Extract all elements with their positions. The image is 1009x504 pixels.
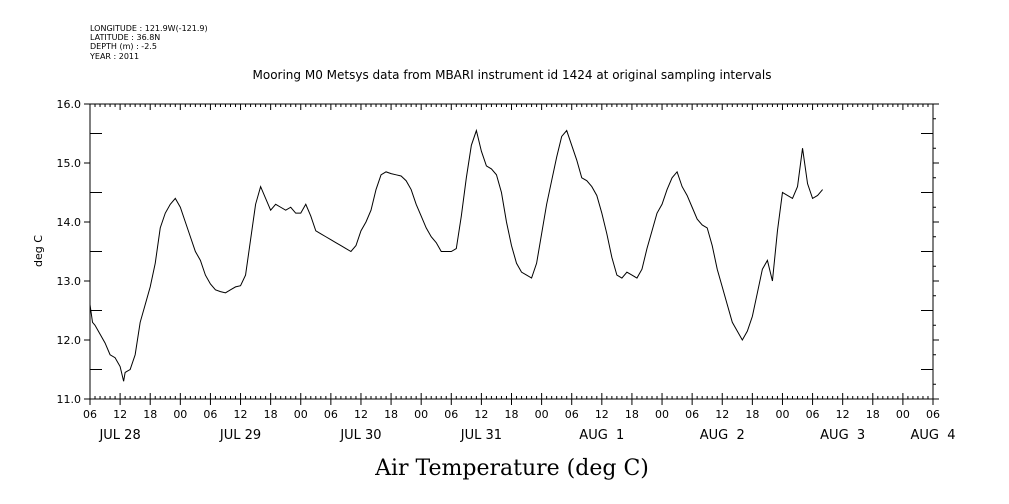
x-tick-label: 12: [354, 408, 368, 421]
air-temperature-line: [89, 128, 823, 382]
x-tick-label: 18: [264, 408, 278, 421]
x-tick-label: 18: [143, 408, 157, 421]
chart-title: Mooring M0 Metsys data from MBARI instru…: [253, 68, 772, 82]
x-tick-label: 12: [595, 408, 609, 421]
y-tick-label: 11.0: [57, 393, 82, 406]
x-tick-label: 06: [565, 408, 579, 421]
x-tick-label: 18: [384, 408, 398, 421]
x-tick-label: 06: [926, 408, 940, 421]
x-axis: 06 12 18 00 06 12 18 00 06 12 18 00 06 12 18 00 06 12 18 00…: [83, 104, 940, 421]
x-tick-label: 12: [836, 408, 850, 421]
plot-frame: [89, 103, 934, 400]
depth-label: DEPTH (m) : -2.5: [90, 42, 157, 51]
x-tick-label: 06: [83, 408, 97, 421]
x-tick-label: 00: [414, 408, 428, 421]
day-label: AUG 4: [910, 428, 955, 443]
day-label: AUG 2: [700, 428, 745, 443]
day-label: JUL 29: [219, 428, 261, 443]
x-axis-label: Air Temperature (deg C): [374, 456, 649, 481]
y-tick-label: 12.0: [57, 334, 82, 347]
x-tick-label: 06: [444, 408, 458, 421]
y-axis-label: deg C: [32, 235, 45, 267]
day-label: JUL 28: [98, 428, 140, 443]
longitude-label: LONGITUDE : 121.9W(-121.9): [90, 24, 208, 33]
x-tick-label: 18: [625, 408, 639, 421]
y-tick-label: 14.0: [57, 216, 82, 229]
x-tick-label: 00: [173, 408, 187, 421]
y-tick-label: 13.0: [57, 275, 82, 288]
y-axis: 11.0 12.0 13.0 14.0 15.0 16.0: [57, 98, 939, 406]
x-tick-label: 00: [294, 408, 308, 421]
y-tick-label: 15.0: [57, 157, 82, 170]
x-tick-label: 00: [655, 408, 669, 421]
x-tick-label: 00: [896, 408, 910, 421]
x-tick-label: 18: [505, 408, 519, 421]
x-tick-label: 00: [775, 408, 789, 421]
day-label: JUL 30: [339, 428, 381, 443]
x-tick-label: 12: [113, 408, 127, 421]
x-tick-label: 18: [866, 408, 880, 421]
day-label: JUL 31: [460, 428, 502, 443]
day-label: AUG 1: [579, 428, 624, 443]
x-tick-label: 18: [745, 408, 759, 421]
x-tick-label: 06: [685, 408, 699, 421]
x-tick-label: 06: [324, 408, 338, 421]
day-label: AUG 3: [820, 428, 865, 443]
day-labels: JUL 28 JUL 29 JUL 30 JUL 31 AUG 1 AUG 2 AUG 3 A…: [98, 428, 955, 443]
y-tick-label: 16.0: [57, 98, 82, 111]
x-tick-label: 00: [535, 408, 549, 421]
x-tick-label: 06: [806, 408, 820, 421]
x-tick-label: 12: [715, 408, 729, 421]
x-tick-label: 12: [474, 408, 488, 421]
x-tick-label: 12: [234, 408, 248, 421]
latitude-label: LATITUDE : 36.8N: [90, 33, 160, 42]
year-label: YEAR : 2011: [89, 52, 139, 61]
x-tick-label: 06: [203, 408, 217, 421]
